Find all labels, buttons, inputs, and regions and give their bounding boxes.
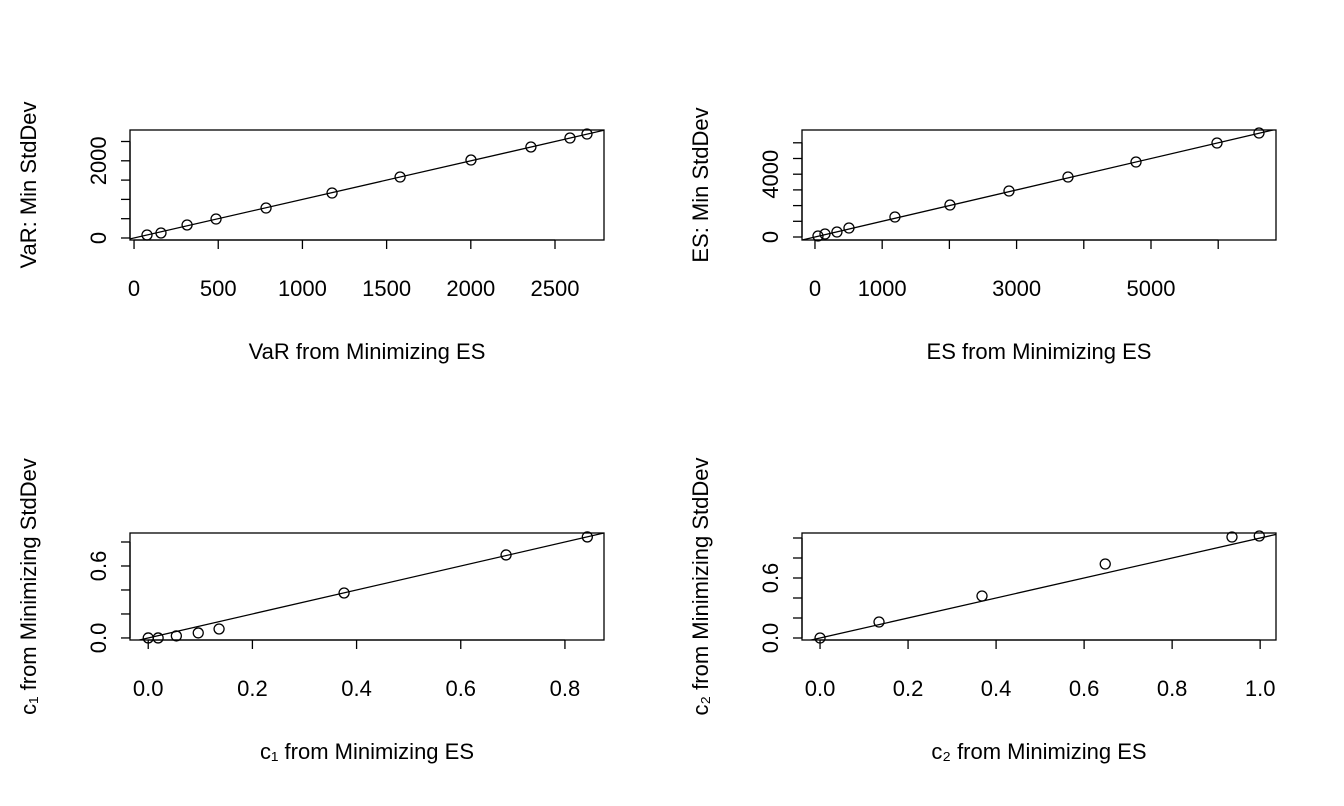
- y-tick-label: 0: [86, 232, 111, 244]
- y-tick-label: 0.0: [86, 623, 111, 654]
- reference-line: [130, 130, 604, 240]
- point: [170, 630, 183, 642]
- x-tick-label: 0.4: [341, 676, 372, 701]
- point: [581, 531, 593, 543]
- point: [889, 211, 901, 223]
- y-axis-label: VaR: Min StdDev: [16, 101, 41, 268]
- point: [394, 171, 406, 183]
- y-tick-label: 2000: [86, 136, 111, 185]
- point: [525, 141, 537, 153]
- x-tick-label: 0.0: [805, 676, 836, 701]
- x-tick-label: 2000: [446, 276, 495, 301]
- x-tick-label: 0: [809, 276, 821, 301]
- point: [843, 222, 855, 234]
- point: [141, 229, 153, 241]
- point: [1099, 558, 1111, 570]
- x-tick-label: 0.4: [981, 676, 1012, 701]
- point: [155, 227, 167, 239]
- point: [152, 632, 164, 644]
- y-tick-label: 0.6: [86, 551, 111, 582]
- point: [944, 199, 956, 211]
- y-tick-label: 4000: [758, 150, 783, 199]
- x-axis-label: VaR from Minimizing ES: [249, 339, 486, 364]
- x-tick-label: 0.8: [1157, 676, 1188, 701]
- reference-line: [802, 130, 1276, 240]
- x-axis-label: c₂ from Minimizing ES: [931, 739, 1146, 764]
- x-tick-label: 3000: [992, 276, 1041, 301]
- point: [873, 616, 885, 628]
- panel: VaR from Minimizing ES VaR: Min StdDev 0 50…: [16, 101, 605, 364]
- point: [1003, 185, 1015, 197]
- point: [181, 219, 193, 231]
- panel: ES from Minimizing ES ES: Min StdDev 0 1000…: [688, 107, 1277, 364]
- panel: c₂ from Minimizing ES c₂ from Minimizing …: [688, 458, 1277, 764]
- point: [1226, 531, 1238, 543]
- reference-line: [136, 533, 604, 640]
- x-axis-label: ES from Minimizing ES: [927, 339, 1152, 364]
- x-tick-label: 1000: [278, 276, 327, 301]
- point: [564, 132, 576, 144]
- point: [500, 549, 512, 561]
- x-tick-label: 2500: [531, 276, 580, 301]
- point: [812, 230, 824, 242]
- y-axis-label: ES: Min StdDev: [688, 107, 713, 262]
- x-tick-label: 500: [200, 276, 237, 301]
- point: [465, 154, 477, 166]
- y-tick-label: 0: [758, 231, 783, 243]
- x-tick-label: 5000: [1127, 276, 1176, 301]
- panel: c₁ from Minimizing ES c₁ from Minimizing …: [16, 458, 605, 764]
- x-tick-label: 1500: [362, 276, 411, 301]
- plot-frame: [801, 532, 1277, 641]
- point: [819, 228, 831, 240]
- point: [326, 187, 338, 199]
- point: [338, 587, 350, 599]
- x-tick-label: 0.0: [133, 676, 164, 701]
- x-tick-label: 0.6: [1069, 676, 1100, 701]
- point: [1130, 156, 1142, 168]
- y-axis-label: c₁ from Minimizing StdDev: [16, 458, 41, 715]
- point: [192, 627, 204, 639]
- x-axis-label: c₁ from Minimizing ES: [260, 739, 474, 764]
- point: [1211, 137, 1223, 149]
- point: [976, 590, 988, 602]
- point: [831, 226, 843, 238]
- point: [210, 213, 222, 225]
- point: [213, 623, 225, 635]
- x-tick-label: 0.2: [237, 676, 268, 701]
- y-tick-label: 0.6: [758, 563, 783, 594]
- point: [814, 632, 826, 644]
- point: [1253, 127, 1265, 139]
- x-tick-label: 1.0: [1245, 676, 1276, 701]
- y-tick-label: 0.0: [758, 623, 783, 654]
- point: [1253, 530, 1265, 542]
- point: [260, 202, 272, 214]
- x-tick-label: 0.8: [550, 676, 581, 701]
- x-tick-label: 0.6: [445, 676, 476, 701]
- point: [1062, 171, 1074, 183]
- y-axis-label: c₂ from Minimizing StdDev: [688, 458, 713, 716]
- x-tick-label: 1000: [858, 276, 907, 301]
- x-tick-label: 0: [128, 276, 140, 301]
- point: [581, 128, 593, 140]
- reference-line: [808, 533, 1276, 640]
- x-tick-label: 0.2: [893, 676, 924, 701]
